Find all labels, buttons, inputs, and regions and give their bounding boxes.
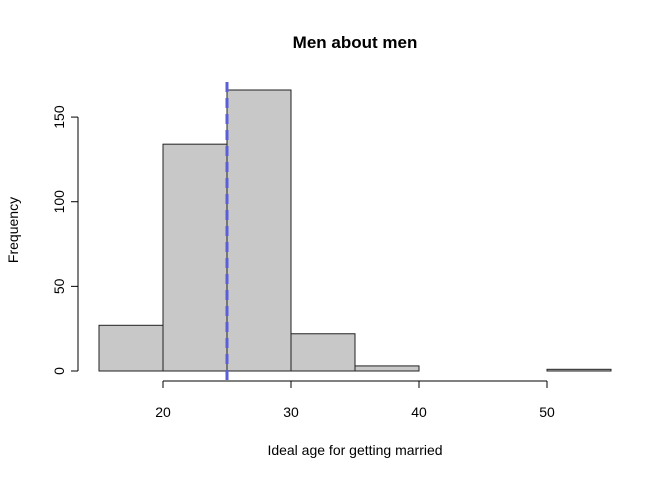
histogram-bar [98,324,164,372]
y-tick-label: 50 [51,278,67,294]
histogram-bar [546,368,612,372]
histogram-bar [290,333,356,372]
y-tick-label: 100 [51,190,67,214]
bars-group [98,89,612,372]
x-tick-label: 30 [283,404,299,420]
y-tick-label: 150 [51,105,67,129]
y-tick-label: 0 [51,367,67,375]
x-tick-label: 40 [411,404,427,420]
histogram-bar [226,89,292,372]
x-tick-label: 20 [155,404,171,420]
x-axis-label: Ideal age for getting married [267,442,442,458]
histogram-bar [162,143,228,372]
y-axis: 0 50 100 150 [51,105,79,375]
histogram-bar [354,365,420,372]
chart-title: Men about men [293,33,418,52]
x-tick-label: 50 [539,404,555,420]
x-axis: 20 30 40 50 [155,380,555,420]
y-axis-label: Frequency [5,197,21,263]
